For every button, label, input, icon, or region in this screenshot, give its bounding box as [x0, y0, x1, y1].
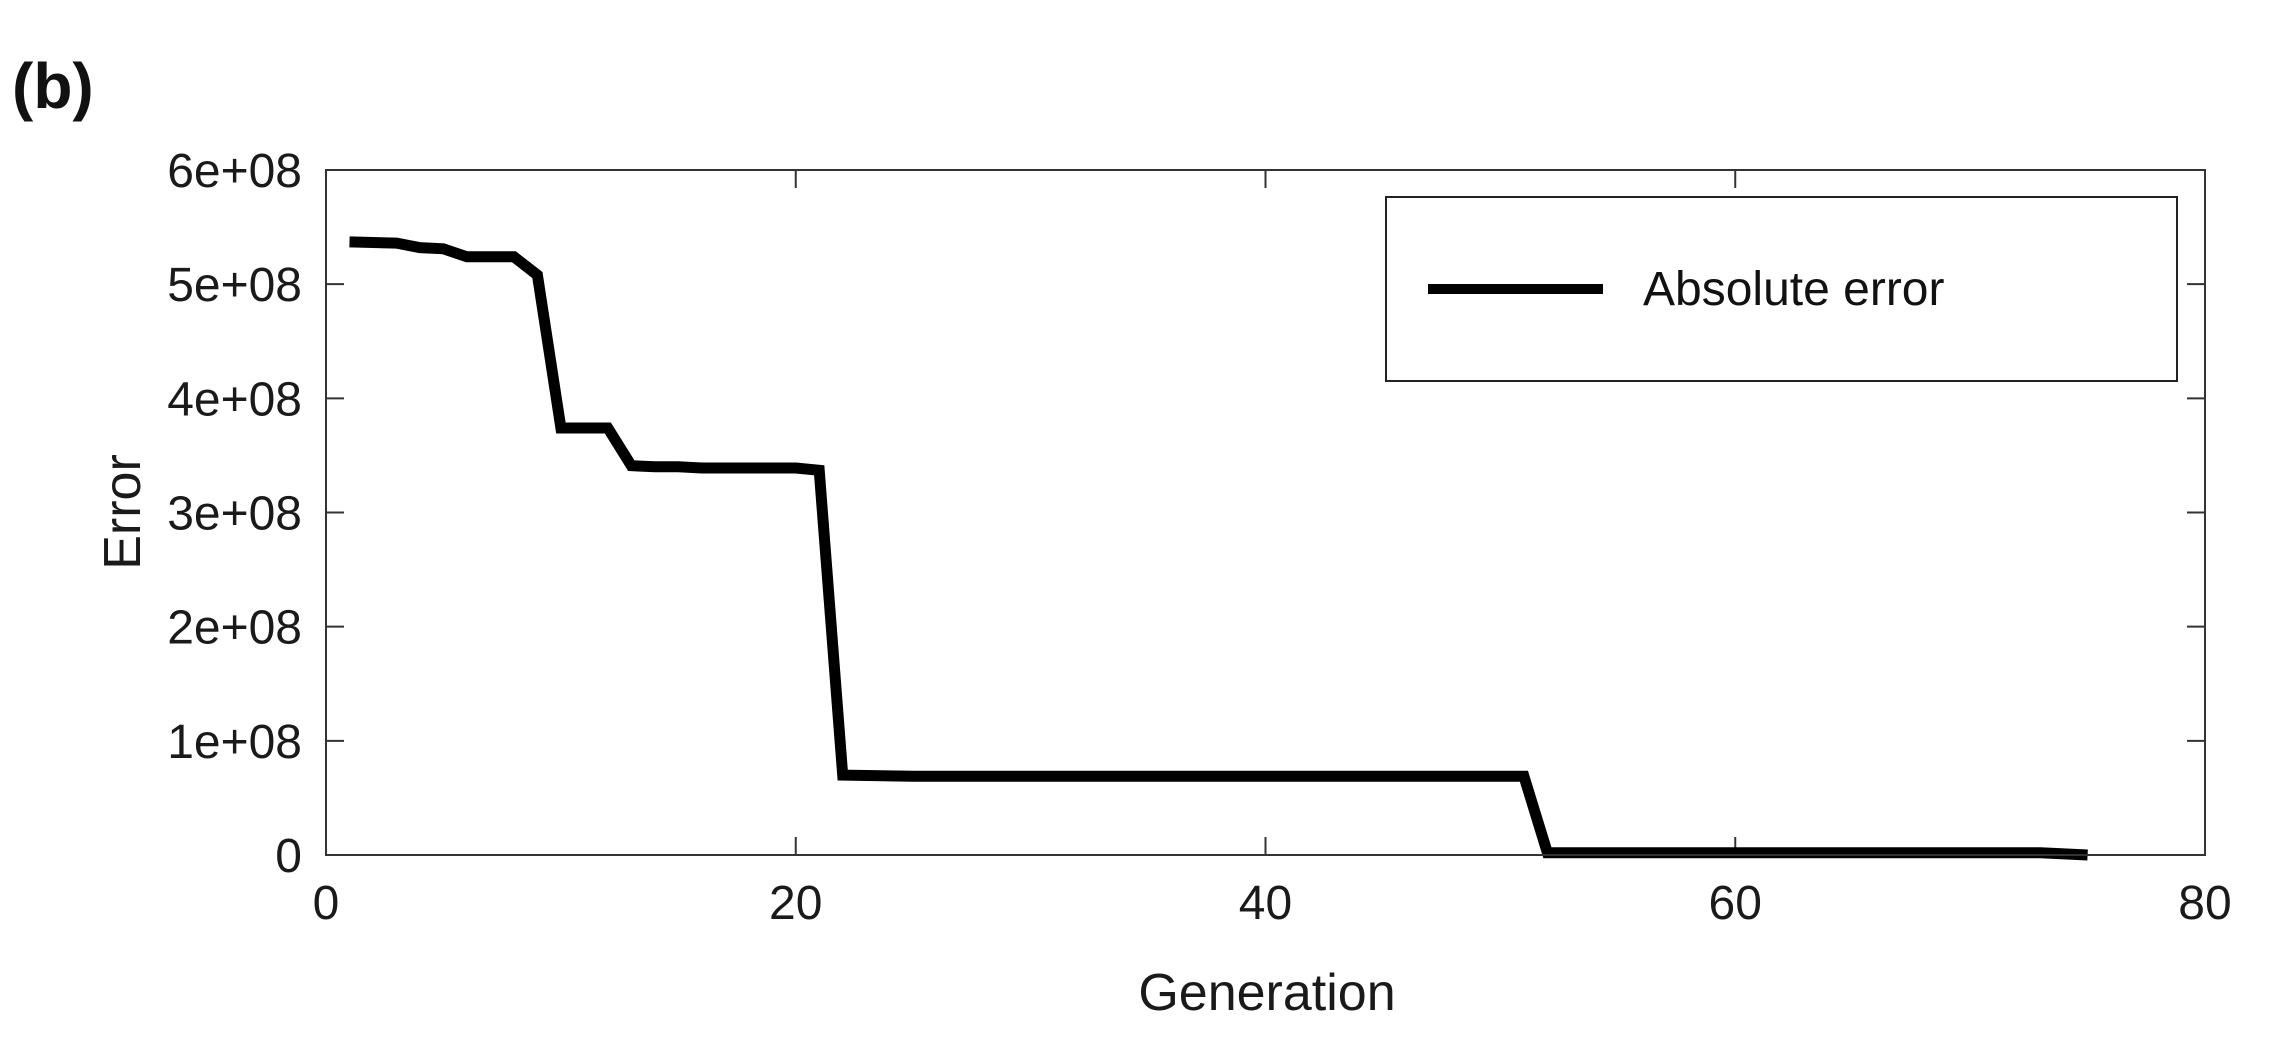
series-lines: [349, 236, 2088, 861]
panel-label: (b): [12, 50, 94, 122]
y-tick-label: 5e+08: [167, 259, 302, 312]
x-tick-label: 60: [1709, 877, 1762, 930]
y-tick-label: 3e+08: [167, 488, 302, 541]
legend: Absolute error: [1385, 196, 2178, 382]
y-tick-label: 6e+08: [167, 145, 302, 198]
y-tick-label: 0: [275, 830, 302, 883]
x-tick-label: 40: [1239, 877, 1292, 930]
x-tick-label: 80: [2178, 877, 2231, 930]
series-line-absolute-error: [349, 236, 2088, 861]
y-tick-label: 4e+08: [167, 373, 302, 426]
y-tick-label: 1e+08: [167, 716, 302, 769]
y-axis-title: Error: [94, 454, 152, 570]
tick-labels: 0 20 40 60 80 0 1e+08 2e+08 3e+08 4e+08 5e+08 6e+08: [167, 145, 2232, 930]
x-tick-label: 20: [769, 877, 822, 930]
x-tick-label: 0: [313, 877, 340, 930]
plot-area-frame: [325, 169, 2206, 856]
legend-label-absolute-error: Absolute error: [1643, 263, 1944, 316]
x-axis-title: Generation: [1138, 964, 1395, 1022]
y-tick-label: 2e+08: [167, 602, 302, 655]
